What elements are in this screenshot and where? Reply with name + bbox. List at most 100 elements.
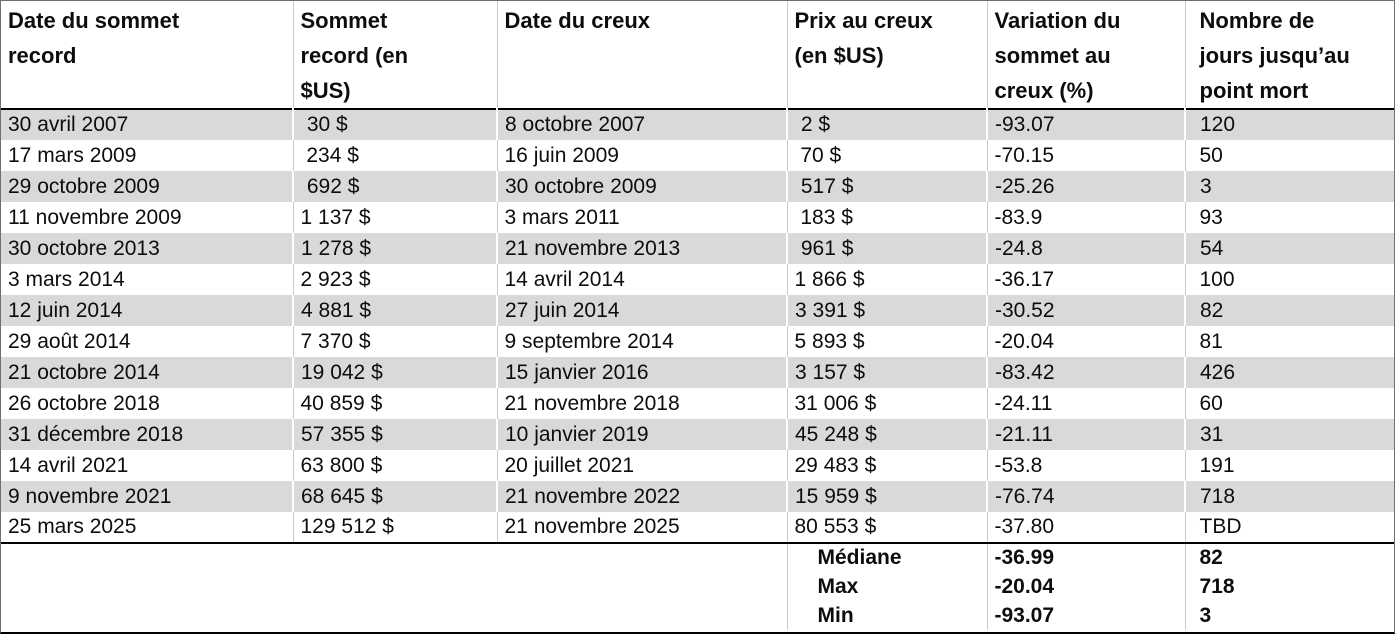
summary-label: Min [786,601,988,630]
summary-days-value: 718 [1199,574,1235,598]
table-cell: 57 355 $ [293,419,498,450]
table-cell: 26 octobre 2018 [1,388,294,419]
table-cell: 7 370 $ [293,326,498,357]
table-cell: 5 893 $ [787,326,988,357]
table-cell: -70.15 [987,140,1186,171]
table-cell: 30 $ [293,109,498,140]
table-cell: 14 avril 2021 [1,450,294,481]
table-cell: 54 [1185,233,1394,264]
table-cell: 19 042 $ [293,357,498,388]
table-row: 9 novembre 2021 68 645 $21 novembre 2022 1… [1,481,1394,512]
table-cell: -24.11 [987,388,1186,419]
table-cell: 15 959 $ [787,481,988,512]
table-cell: 3 mars 2011 [497,202,788,233]
table-cell: 82 [1185,295,1394,326]
table-header: Date du sommet record Sommet record (en $… [1,1,1394,109]
table-cell: 14 avril 2014 [497,264,788,295]
table-cell: 31 décembre 2018 [1,419,294,450]
table-cell: 68 645 $ [293,481,498,512]
table-row: 29 octobre 2009 692 $30 octobre 2009 517… [1,171,1394,202]
table-cell: 1 278 $ [293,233,498,264]
table-cell: 2 923 $ [293,264,498,295]
table-cell: -30.52 [987,295,1186,326]
table-cell: 3 mars 2014 [1,264,294,295]
table-row: 29 août 2014 7 370 $9 septembre 2014 5 893… [1,326,1394,357]
table-cell: 517 $ [787,171,988,202]
table-row: 25 mars 2025 129 512 $21 novembre 2025 80 … [1,512,1394,543]
table-cell: 2 $ [787,109,988,140]
table-cell: -21.11 [987,419,1186,450]
table-cell: 9 septembre 2014 [497,326,788,357]
table-cell: 426 [1185,357,1394,388]
table-cell: 3 157 $ [787,357,988,388]
table-cell: 27 juin 2014 [497,295,788,326]
table-cell: 21 novembre 2025 [497,512,788,543]
table-cell: 63 800 $ [293,450,498,481]
table-cell: 17 mars 2009 [1,140,294,171]
table-cell: 21 novembre 2022 [497,481,788,512]
table-cell: 29 octobre 2009 [1,171,294,202]
table-cell: -20.04 [987,326,1186,357]
table-cell: 9 novembre 2021 [1,481,294,512]
table-body: 30 avril 2007 30 $8 octobre 2007 2 $ -93.… [1,109,1394,543]
table-row: 3 mars 2014 2 923 $14 avril 2014 1 866 $ -3… [1,264,1394,295]
table-cell: 12 juin 2014 [1,295,294,326]
summary-variation-value: -36.99 [987,543,1186,572]
summary-days-value: 3 [1199,603,1212,627]
table-cell: -83.42 [987,357,1186,388]
summary-label: Max [786,572,988,601]
summary-row: Médiane -36.99 82 [1,543,1394,572]
table-cell: 15 janvier 2016 [497,357,788,388]
summary-row: Min -93.07 3 [1,601,1394,630]
table-row: 30 octobre 2013 1 278 $21 novembre 2013 9… [1,233,1394,264]
table-cell: 29 483 $ [787,450,988,481]
table-row: 11 novembre 2009 1 137 $3 mars 2011 183 $… [1,202,1394,233]
table-cell: 10 janvier 2019 [497,419,788,450]
table-cell: 100 [1199,267,1235,291]
table-cell: 81 [1199,329,1223,353]
table-row: 31 décembre 2018 57 355 $10 janvier 2019 4… [1,419,1394,450]
table-row: 14 avril 2021 63 800 $20 juillet 2021 29 4… [1,450,1394,481]
table-cell: 60 [1199,391,1223,415]
column-header: Date du creux [497,1,788,109]
table-cell: 3 [1185,171,1394,202]
summary-spacer [1,601,787,630]
summary-body: Médiane -36.99 82 Max -20.04 718 Min -93.07 3 [1,543,1394,630]
column-header: Nombre de jours jusqu’au point mort [1199,8,1350,103]
summary-days-value: 82 [1199,546,1223,569]
table-cell: TBD [1199,515,1242,538]
summary-variation-value: -93.07 [987,601,1186,630]
table-cell: 70 $ [787,140,988,171]
table-cell: 129 512 $ [293,512,498,543]
table-cell: 1 866 $ [787,264,988,295]
table-cell: -24.8 [987,233,1186,264]
table-cell: 80 553 $ [787,512,988,543]
column-header: Sommet record (en $US) [293,1,498,109]
table-cell: 21 novembre 2013 [497,233,788,264]
table-cell: 50 [1199,143,1223,167]
table-cell: -25.26 [987,171,1186,202]
table-cell: -37.80 [987,512,1186,543]
table-cell: -76.74 [987,481,1186,512]
table-cell: -53.8 [987,450,1186,481]
table-cell: 93 [1199,205,1223,229]
table-cell: 191 [1199,453,1235,477]
table-cell: -93.07 [987,109,1186,140]
table-row: 21 octobre 2014 19 042 $15 janvier 2016 3 … [1,357,1394,388]
table-cell: 120 [1185,109,1394,140]
summary-row: Max -20.04 718 [1,572,1394,601]
table-cell: 1 137 $ [293,202,498,233]
table-cell: 21 octobre 2014 [1,357,294,388]
table-row: 12 juin 2014 4 881 $27 juin 2014 3 391 $ -3… [1,295,1394,326]
table-cell: 40 859 $ [293,388,498,419]
summary-spacer [1,543,787,572]
table-cell: 30 octobre 2009 [497,171,788,202]
table-cell: -36.17 [987,264,1186,295]
table-cell: 8 octobre 2007 [497,109,788,140]
table-cell: 11 novembre 2009 [1,202,294,233]
column-header: Prix au creux (en $US) [787,1,988,109]
table-cell: 29 août 2014 [1,326,294,357]
table-cell: 3 391 $ [787,295,988,326]
